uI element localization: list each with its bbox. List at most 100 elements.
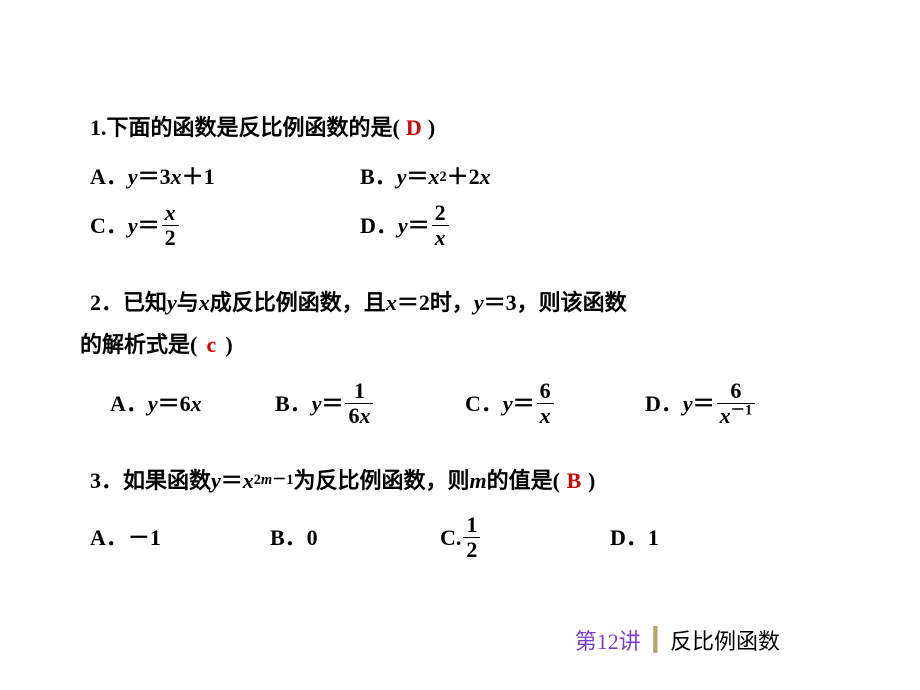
optC-frac: x 2 <box>162 202 179 249</box>
q3-y: y <box>211 463 221 498</box>
q2C-frac: 6 x <box>537 380 554 427</box>
optD-eq: ＝ <box>408 208 430 243</box>
q2D-den-exp: －1 <box>731 402 752 418</box>
footer-title: 反比例函数 <box>670 624 780 656</box>
q2B-num: 1 <box>351 380 368 403</box>
q3-exp-2: 2 <box>254 472 261 488</box>
q3-t2: 为反比例函数，则 <box>294 463 470 498</box>
q2D-den-x: x <box>720 403 731 428</box>
q1-stem-suffix: ) <box>428 110 435 145</box>
optA-y: y <box>128 159 138 194</box>
q1-optA: A． y ＝3 x ＋1 <box>90 159 360 194</box>
q2C-eq: ＝ <box>513 386 535 421</box>
q3-optB: B．0 <box>270 514 440 561</box>
q3-t1: 3．如果函数 <box>90 463 211 498</box>
q2-optD: D． y ＝ 6 x－1 <box>645 380 757 427</box>
q2-t4: ＝2时， <box>397 285 474 320</box>
q2C-den: x <box>537 403 554 427</box>
q2-t1: 2．已知 <box>90 285 167 320</box>
optC-num: x <box>162 202 179 225</box>
optC-y: y <box>128 208 138 243</box>
q2B-frac: 1 6x <box>345 380 373 427</box>
optB-y: y <box>397 159 407 194</box>
optD-num: 2 <box>432 202 449 225</box>
q3C-num: 1 <box>463 514 480 537</box>
q2-t5: ＝3，则该函数 <box>484 285 627 320</box>
q2-t7: ) <box>225 327 232 362</box>
q2-t6: 的解析式是( <box>80 327 197 362</box>
optB-plus: ＋2 <box>447 159 480 194</box>
optC-label: C． <box>90 208 128 243</box>
q2D-eq: ＝ <box>693 386 715 421</box>
q2B-label: B． <box>275 386 312 421</box>
footer: 第12讲 ┃ 反比例函数 <box>575 624 780 656</box>
q2-x2: x <box>386 285 397 320</box>
q1-options-row2: C． y ＝ x 2 D． y ＝ 2 x <box>90 202 830 249</box>
q3-optA: A．－1 <box>90 514 270 561</box>
q2D-y: y <box>683 386 693 421</box>
optA-eq: ＝3 <box>138 159 171 194</box>
q3-stem: 3．如果函数 y ＝ x 2m－1 为反比例函数，则 m 的值是( B ) <box>90 463 830 498</box>
optD-den: x <box>432 225 449 249</box>
q2C-num: 6 <box>537 380 554 403</box>
q2-y2: y <box>474 285 484 320</box>
q3-x: x <box>243 463 254 498</box>
optD-frac: 2 x <box>432 202 449 249</box>
q1-answer: D <box>400 110 428 145</box>
q1-optC: C． y ＝ x 2 <box>90 202 360 249</box>
q2D-den: x－1 <box>717 403 755 427</box>
q1-optD: D． y ＝ 2 x <box>360 202 451 249</box>
q3-m: m <box>470 463 487 498</box>
q2-t2: 与 <box>177 285 199 320</box>
q3-exp-m1: －1 <box>272 472 293 488</box>
q2D-num: 6 <box>727 380 744 403</box>
optD-label: D． <box>360 208 398 243</box>
q3-exp-m: m <box>261 472 272 488</box>
q2A-label: A． <box>110 386 148 421</box>
q3-optC: C. 1 2 <box>440 514 610 561</box>
q2-stem-line2: 的解析式是( c ) <box>80 327 830 362</box>
q3-optD: D．1 <box>610 514 659 561</box>
q3-t4: ) <box>588 463 595 498</box>
q2B-den-x: x <box>359 403 370 428</box>
q2-optA: A． y ＝6 x <box>110 380 275 427</box>
q2B-y: y <box>312 386 322 421</box>
q2D-label: D． <box>645 386 683 421</box>
q3-options: A．－1 B．0 C. 1 2 D．1 <box>90 514 830 561</box>
q2-optC: C． y ＝ 6 x <box>465 380 645 427</box>
q2-x: x <box>199 285 210 320</box>
q2A-eq: ＝6 <box>158 386 191 421</box>
q2B-den: 6x <box>345 403 373 427</box>
optB-x2: x <box>480 159 491 194</box>
q2-t3: 成反比例函数，且 <box>210 285 386 320</box>
q3C-den: 2 <box>463 537 480 561</box>
q1-stem: 1.下面的函数是反比例函数的是( D ) <box>90 110 830 145</box>
q1-stem-prefix: 1.下面的函数是反比例函数的是( <box>90 110 400 145</box>
q1-optB: B． y ＝ x 2 ＋2 x <box>360 159 491 194</box>
q3-eq: ＝ <box>221 463 243 498</box>
footer-bar: ┃ <box>649 627 662 653</box>
optA-x: x <box>171 159 182 194</box>
q2C-y: y <box>503 386 513 421</box>
optD-y: y <box>398 208 408 243</box>
q2-answer: c <box>197 327 225 362</box>
optB-x: x <box>428 159 439 194</box>
q2-optB: B． y ＝ 1 6x <box>275 380 465 427</box>
q3-answer: B <box>560 463 588 498</box>
q2D-frac: 6 x－1 <box>717 380 755 427</box>
q2-options: A． y ＝6 x B． y ＝ 1 6x C． y ＝ 6 x D． y <box>90 380 830 427</box>
q3C-label: C. <box>440 520 461 555</box>
optA-plus: ＋1 <box>182 159 215 194</box>
q2B-eq: ＝ <box>321 386 343 421</box>
optC-eq: ＝ <box>138 208 160 243</box>
slide-content: 1.下面的函数是反比例函数的是( D ) A． y ＝3 x ＋1 B． y ＝… <box>0 0 920 561</box>
q2C-label: C． <box>465 386 503 421</box>
q1-options-row1: A． y ＝3 x ＋1 B． y ＝ x 2 ＋2 x <box>90 159 830 194</box>
q3C-frac: 1 2 <box>463 514 480 561</box>
q2-y: y <box>167 285 177 320</box>
q3-t3: 的值是( <box>487 463 560 498</box>
optA-label: A． <box>90 159 128 194</box>
optB-eq: ＝ <box>406 159 428 194</box>
q2B-den-6: 6 <box>348 403 359 428</box>
q2A-y: y <box>148 386 158 421</box>
